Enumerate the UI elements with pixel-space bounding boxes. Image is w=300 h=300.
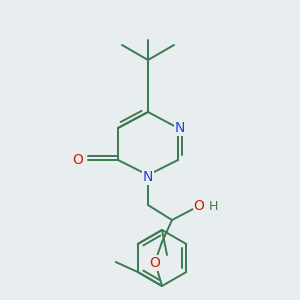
Text: O: O — [73, 153, 83, 167]
Text: O: O — [194, 199, 204, 213]
Text: N: N — [175, 121, 185, 135]
Text: N: N — [143, 170, 153, 184]
Text: O: O — [150, 256, 160, 270]
Text: H: H — [208, 200, 218, 212]
